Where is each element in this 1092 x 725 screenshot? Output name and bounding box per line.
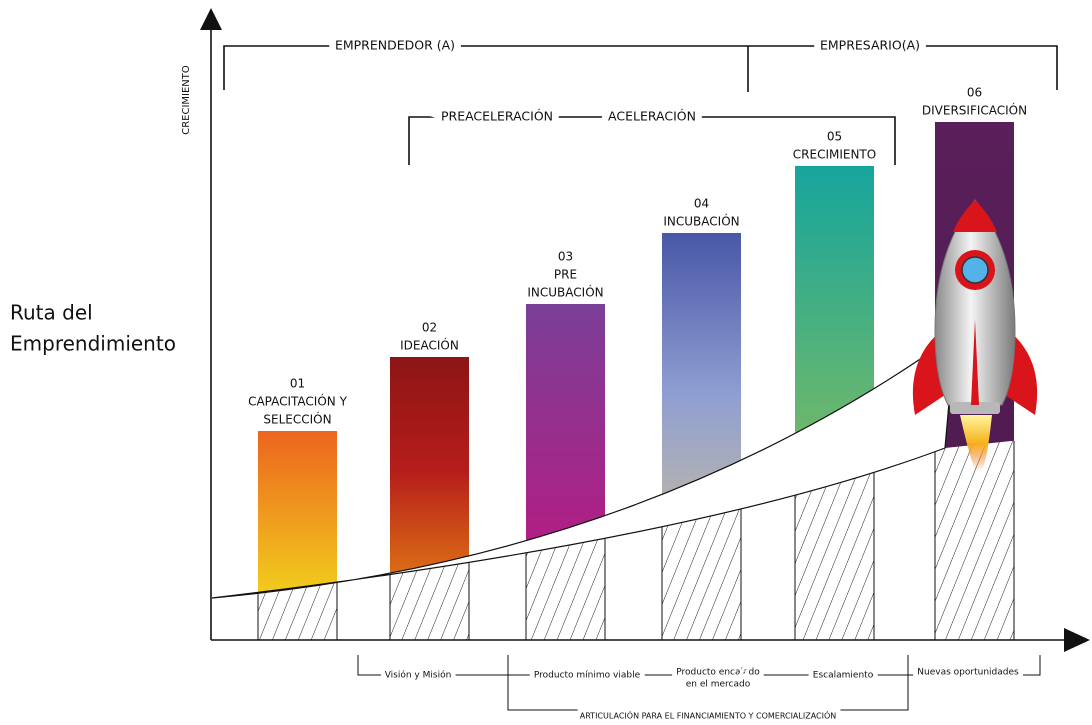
bottom-label: ARTICULACIÓN PARA EL FINANCIAMIENTO Y CO… — [580, 710, 837, 721]
stage-label: IDEACIÓN — [400, 338, 459, 353]
stage-label: CAPACITACIÓN Y — [248, 394, 348, 409]
bottom-label: Producto encajado — [676, 668, 760, 678]
stage-label: 06 — [967, 86, 982, 100]
stage-label: PRE — [554, 268, 577, 282]
y-axis-label: CRECIMIENTO — [181, 65, 192, 135]
bracket-label: EMPRENDEDOR (A) — [335, 38, 455, 53]
stage-label: 01 — [290, 377, 305, 391]
bottom-label: Visión y Misión — [385, 670, 452, 681]
title-line: Ruta del — [10, 301, 93, 325]
diagram: CRECIMIENTO Ruta del Emprendimiento EMPR… — [0, 0, 1092, 725]
bottom-label: Nuevas oportunidades — [917, 668, 1019, 678]
stage-label: 03 — [558, 250, 573, 264]
bracket-label: PREACELERACIÓN — [441, 109, 553, 124]
stage-label: 02 — [422, 321, 437, 335]
title-line: Emprendimiento — [10, 332, 176, 356]
stage-label: SELECCIÓN — [263, 412, 331, 427]
stage-label: INCUBACIÓN — [527, 285, 603, 300]
bottom-label: en el mercado — [686, 680, 751, 690]
stage-label: CRECIMIENTO — [793, 148, 876, 162]
stage-label: 05 — [827, 130, 842, 144]
bottom-label: Escalamiento — [813, 671, 874, 681]
bottom-label: Producto mínimo viable — [534, 671, 641, 681]
stage-label: 04 — [694, 197, 709, 211]
stage-label: DIVERSIFICACIÓN — [922, 103, 1027, 118]
bracket-label: EMPRESARIO(A) — [820, 38, 920, 53]
bracket-label: ACELERACIÓN — [608, 109, 696, 124]
stage-label: INCUBACIÓN — [663, 214, 739, 229]
